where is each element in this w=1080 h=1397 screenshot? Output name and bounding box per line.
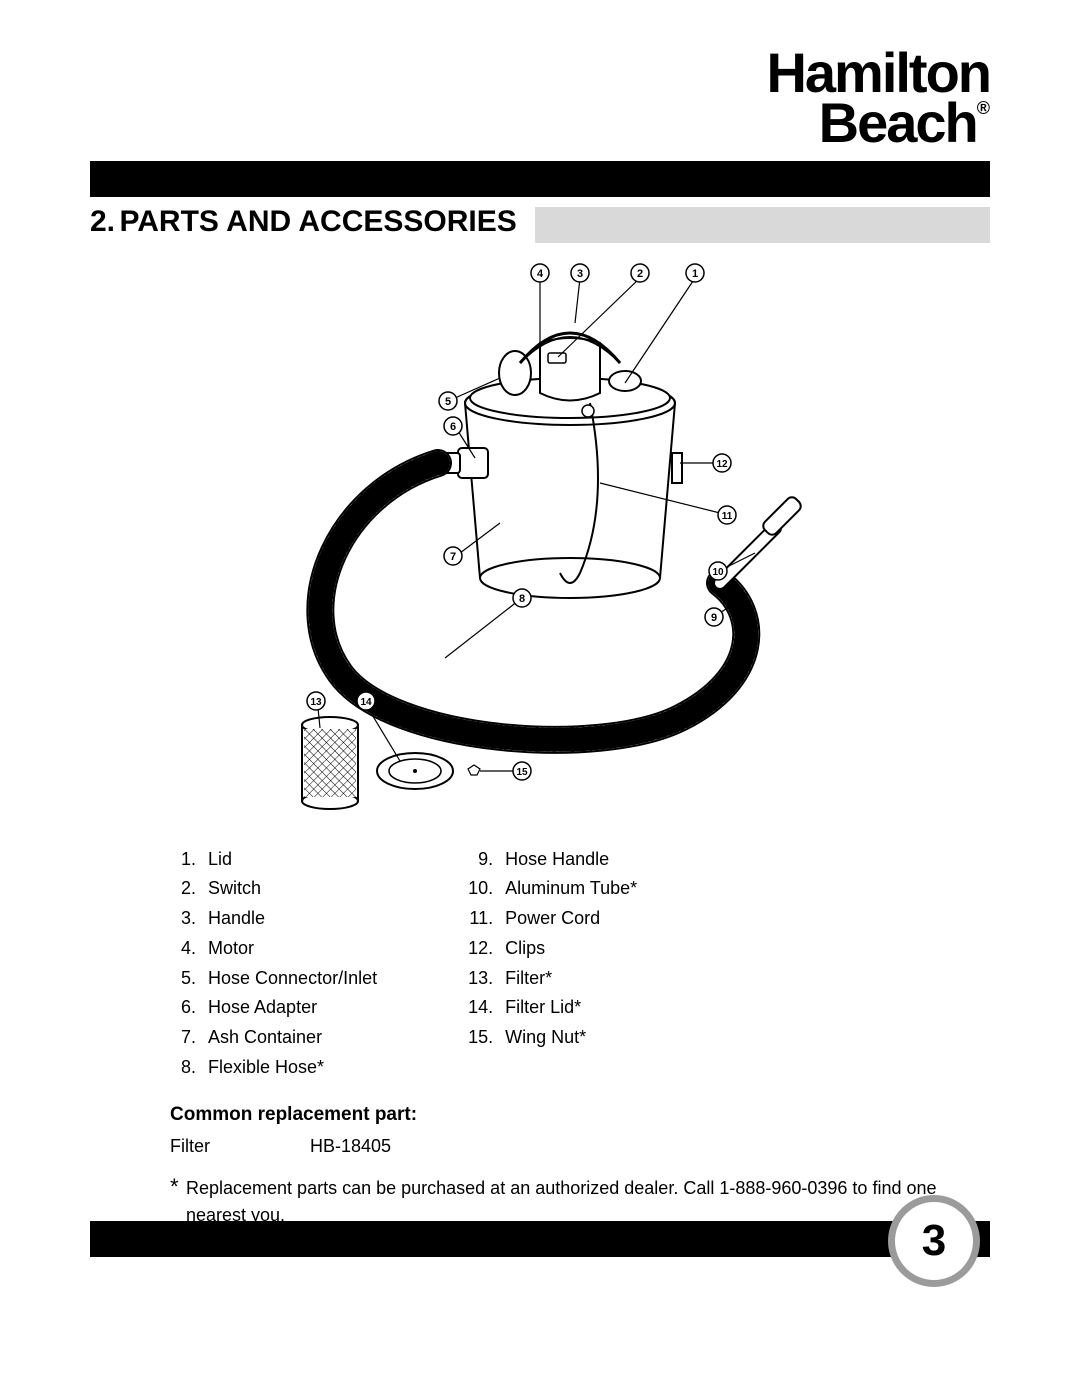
svg-text:1: 1	[692, 268, 698, 280]
section-title: PARTS AND ACCESSORIES	[119, 205, 516, 238]
list-item: 6.Hose Adapter	[170, 993, 377, 1023]
brand-logo: Hamilton Beach®	[90, 48, 990, 149]
replacement-sku: HB-18405	[310, 1136, 391, 1157]
list-item: 2.Switch	[170, 874, 377, 904]
svg-text:15: 15	[516, 767, 528, 778]
svg-text:4: 4	[537, 268, 544, 280]
list-item: 13.Filter*	[467, 964, 637, 994]
parts-list: 1.Lid 2.Switch 3.Handle 4.Motor 5.Hose C…	[90, 845, 990, 1083]
header-black-bar	[90, 161, 990, 197]
svg-text:5: 5	[445, 396, 451, 408]
list-item: 14.Filter Lid*	[467, 993, 637, 1023]
section-title-box: 2. PARTS AND ACCESSORIES	[90, 197, 535, 247]
list-item: 15.Wing Nut*	[467, 1023, 637, 1053]
list-item: 9.Hose Handle	[467, 845, 637, 875]
replacement-heading: Common replacement part:	[170, 1104, 990, 1126]
list-item: 7.Ash Container	[170, 1023, 377, 1053]
section-number: 2.	[90, 205, 115, 238]
list-item: 8.Flexible Hose*	[170, 1053, 377, 1083]
list-item: 3.Handle	[170, 904, 377, 934]
parts-col-2: 9.Hose Handle 10.Aluminum Tube* 11.Power…	[467, 845, 637, 1083]
list-item: 12.Clips	[467, 934, 637, 964]
replacement-section: Common replacement part: Filter HB-18405	[90, 1104, 990, 1157]
svg-text:3: 3	[577, 268, 583, 280]
svg-text:9: 9	[711, 612, 717, 624]
svg-text:13: 13	[310, 697, 322, 708]
svg-text:6: 6	[450, 421, 456, 433]
list-item: 11.Power Cord	[467, 904, 637, 934]
registered-mark: ®	[977, 98, 990, 118]
manual-page: Hamilton Beach® 2. PARTS AND ACCESSORIES	[0, 0, 1080, 1397]
svg-text:2: 2	[637, 268, 643, 280]
svg-text:7: 7	[450, 551, 456, 563]
replacement-name: Filter	[170, 1136, 310, 1157]
brand-line2: Beach	[819, 91, 977, 154]
parts-diagram: 4 3 2 1 5 6 7	[90, 263, 990, 823]
page-number: 3	[888, 1195, 980, 1287]
section-header-band: 2. PARTS AND ACCESSORIES	[90, 207, 990, 243]
list-item: 5.Hose Connector/Inlet	[170, 964, 377, 994]
replacement-row: Filter HB-18405	[170, 1136, 990, 1157]
list-item: 1.Lid	[170, 845, 377, 875]
diagram-svg: 4 3 2 1 5 6 7	[220, 263, 860, 823]
footer-black-bar	[90, 1221, 990, 1257]
svg-text:11: 11	[722, 511, 733, 522]
list-item: 10.Aluminum Tube*	[467, 874, 637, 904]
svg-text:12: 12	[716, 459, 728, 470]
svg-text:8: 8	[519, 593, 525, 605]
svg-text:14: 14	[360, 697, 372, 708]
parts-col-1: 1.Lid 2.Switch 3.Handle 4.Motor 5.Hose C…	[170, 845, 377, 1083]
list-item: 4.Motor	[170, 934, 377, 964]
svg-text:10: 10	[712, 567, 724, 578]
